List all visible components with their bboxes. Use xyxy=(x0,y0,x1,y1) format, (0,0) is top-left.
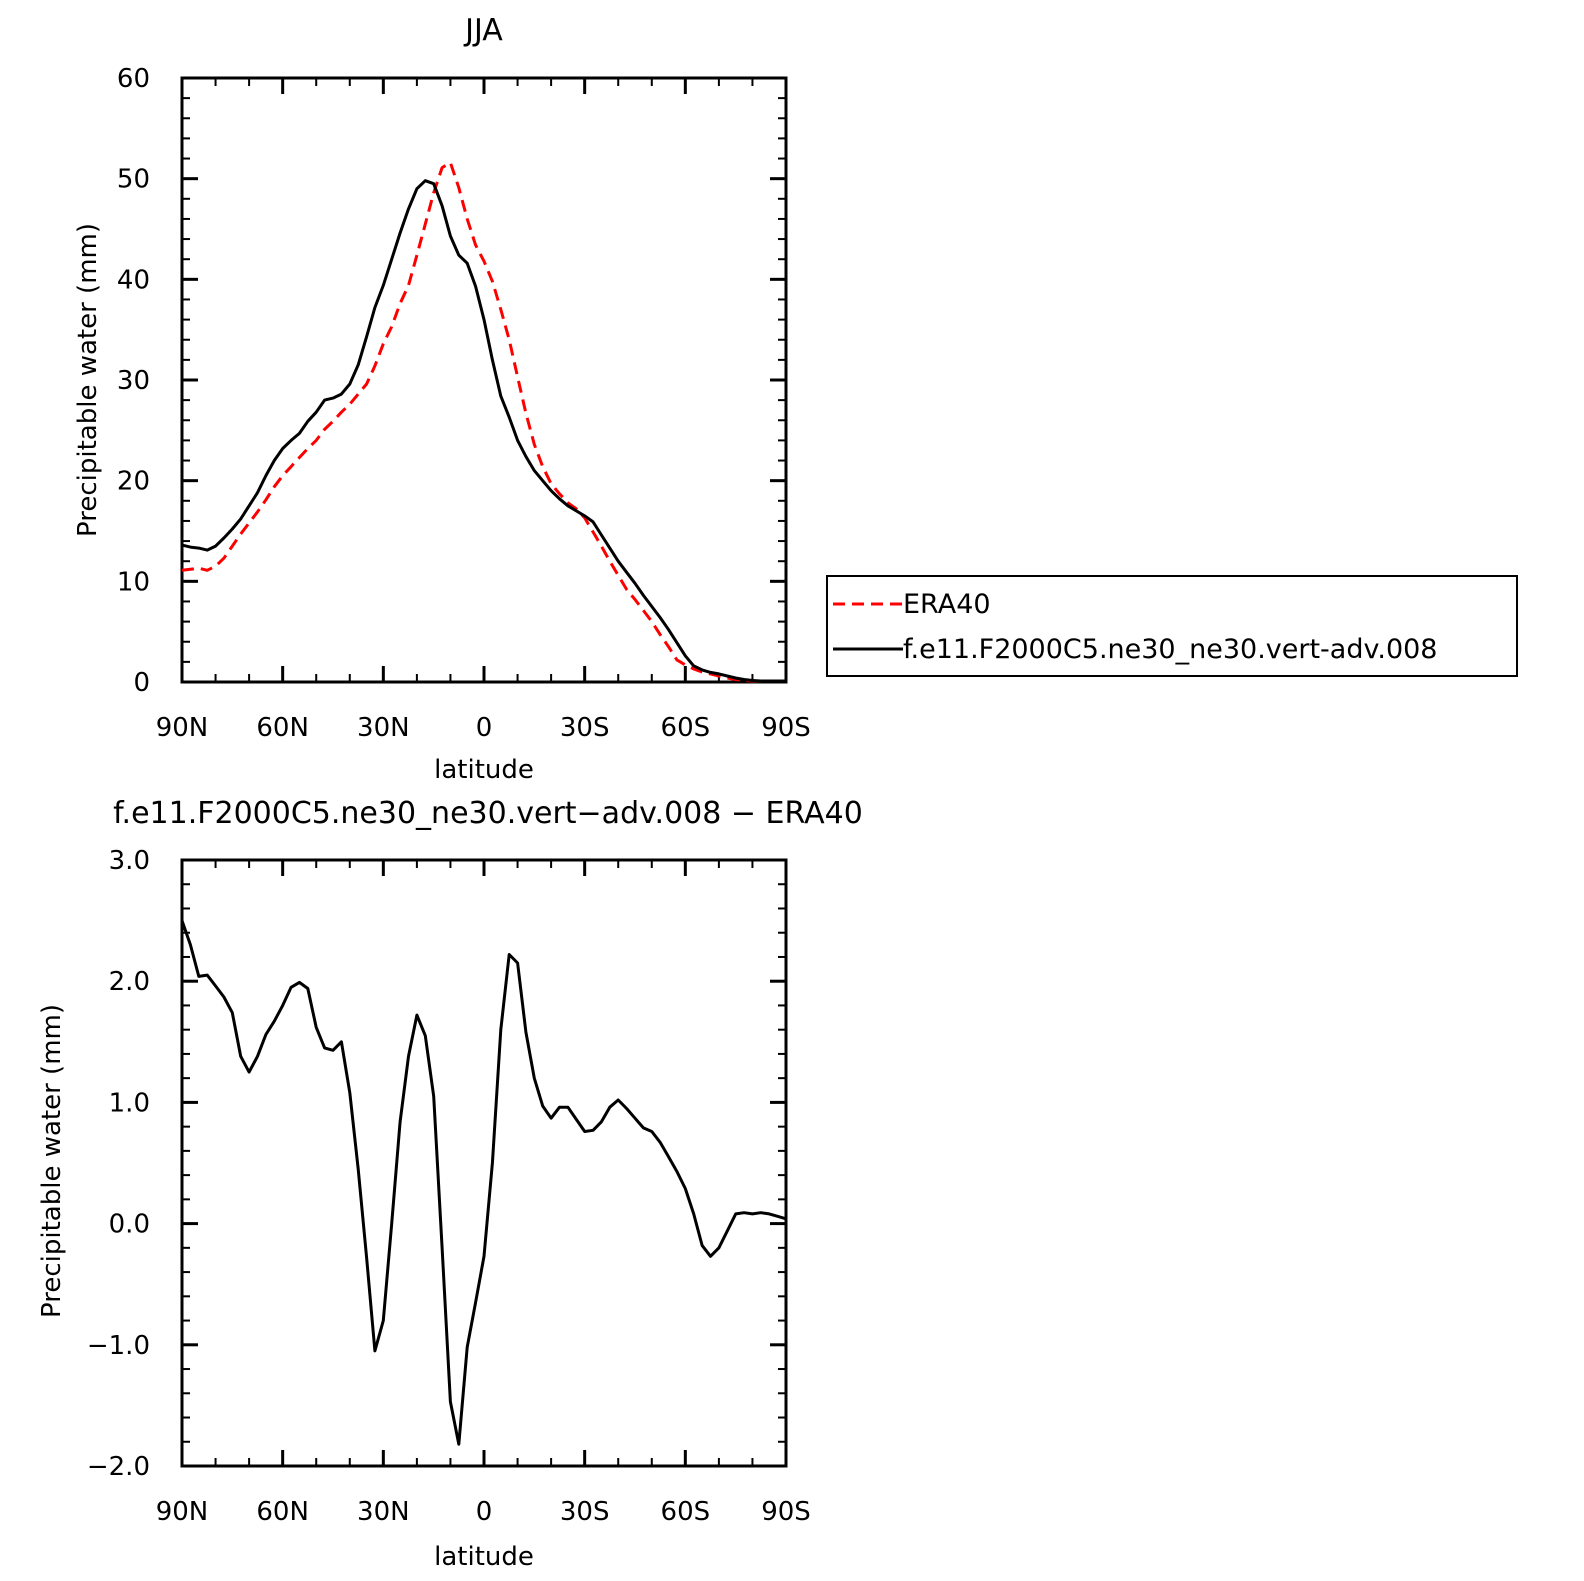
y-tick-label: 2.0 xyxy=(109,967,150,997)
bottom-panel: f.e11.F2000C5.ne30_ne30.vert−adv.008 − E… xyxy=(37,796,863,1572)
top-panel: JJA Precipitable water (mm) latitude 0 10… xyxy=(73,13,811,785)
top-y-axis-title: Precipitable water (mm) xyxy=(73,223,103,537)
bottom-plot-frame xyxy=(180,858,788,1468)
x-tick-label: 90N xyxy=(156,1497,209,1527)
top-series-lines xyxy=(181,161,786,683)
x-tick-label: 90S xyxy=(761,1497,811,1527)
y-tick-label: 10 xyxy=(117,567,150,597)
top-x-axis-title: latitude xyxy=(434,755,534,785)
x-tick-label: 60S xyxy=(661,1497,711,1527)
bottom-series-line-0 xyxy=(180,920,787,1446)
x-tick-label: 90N xyxy=(156,713,209,743)
bottom-y-axis-title: Precipitable water (mm) xyxy=(37,1004,67,1318)
y-tick-label: 0 xyxy=(133,668,150,698)
x-tick-label: 90S xyxy=(761,713,811,743)
bottom-axis-ticks: −2.0 −1.0 0.0 1.0 2.0 3.0 90N 60N 30N 0 30S 60S 90S xyxy=(87,846,811,1527)
bottom-series-lines xyxy=(180,920,787,1446)
top-plot-frame xyxy=(180,76,788,684)
y-tick-label: 50 xyxy=(117,165,150,195)
top-axis-ticks: 0 10 20 30 40 50 60 90N 60N 30N 0 30S 60S 90S xyxy=(117,64,811,743)
top-panel-title: JJA xyxy=(463,13,503,48)
x-tick-label: 60N xyxy=(256,1497,309,1527)
y-tick-label: 20 xyxy=(117,467,150,497)
bottom-panel-title: f.e11.F2000C5.ne30_ne30.vert−adv.008 − E… xyxy=(113,796,863,831)
x-tick-label: 30N xyxy=(357,713,410,743)
y-tick-label: 40 xyxy=(117,265,150,295)
bottom-x-axis-title: latitude xyxy=(434,1542,534,1572)
legend-label-era40: ERA40 xyxy=(903,589,991,620)
y-tick-label: 0.0 xyxy=(109,1210,150,1240)
legend-box xyxy=(826,575,1518,677)
legend: ERA40 f.e11.F2000C5.ne30_ne30.vert-adv.0… xyxy=(826,575,1518,677)
y-tick-label: 30 xyxy=(117,366,150,396)
x-tick-label: 30S xyxy=(560,713,610,743)
top-series-line-1 xyxy=(181,179,786,683)
y-tick-label: −2.0 xyxy=(87,1452,150,1482)
y-tick-label: 1.0 xyxy=(109,1088,150,1118)
legend-label-model: f.e11.F2000C5.ne30_ne30.vert-adv.008 xyxy=(903,634,1437,665)
x-tick-label: 0 xyxy=(476,1497,493,1527)
top-series-line-0 xyxy=(181,161,786,683)
x-tick-label: 0 xyxy=(476,713,493,743)
x-tick-label: 30S xyxy=(560,1497,610,1527)
x-tick-label: 30N xyxy=(357,1497,410,1527)
y-tick-label: 3.0 xyxy=(109,846,150,876)
y-tick-label: −1.0 xyxy=(87,1331,150,1361)
x-tick-label: 60N xyxy=(256,713,309,743)
x-tick-label: 60S xyxy=(661,713,711,743)
y-tick-label: 60 xyxy=(117,64,150,94)
